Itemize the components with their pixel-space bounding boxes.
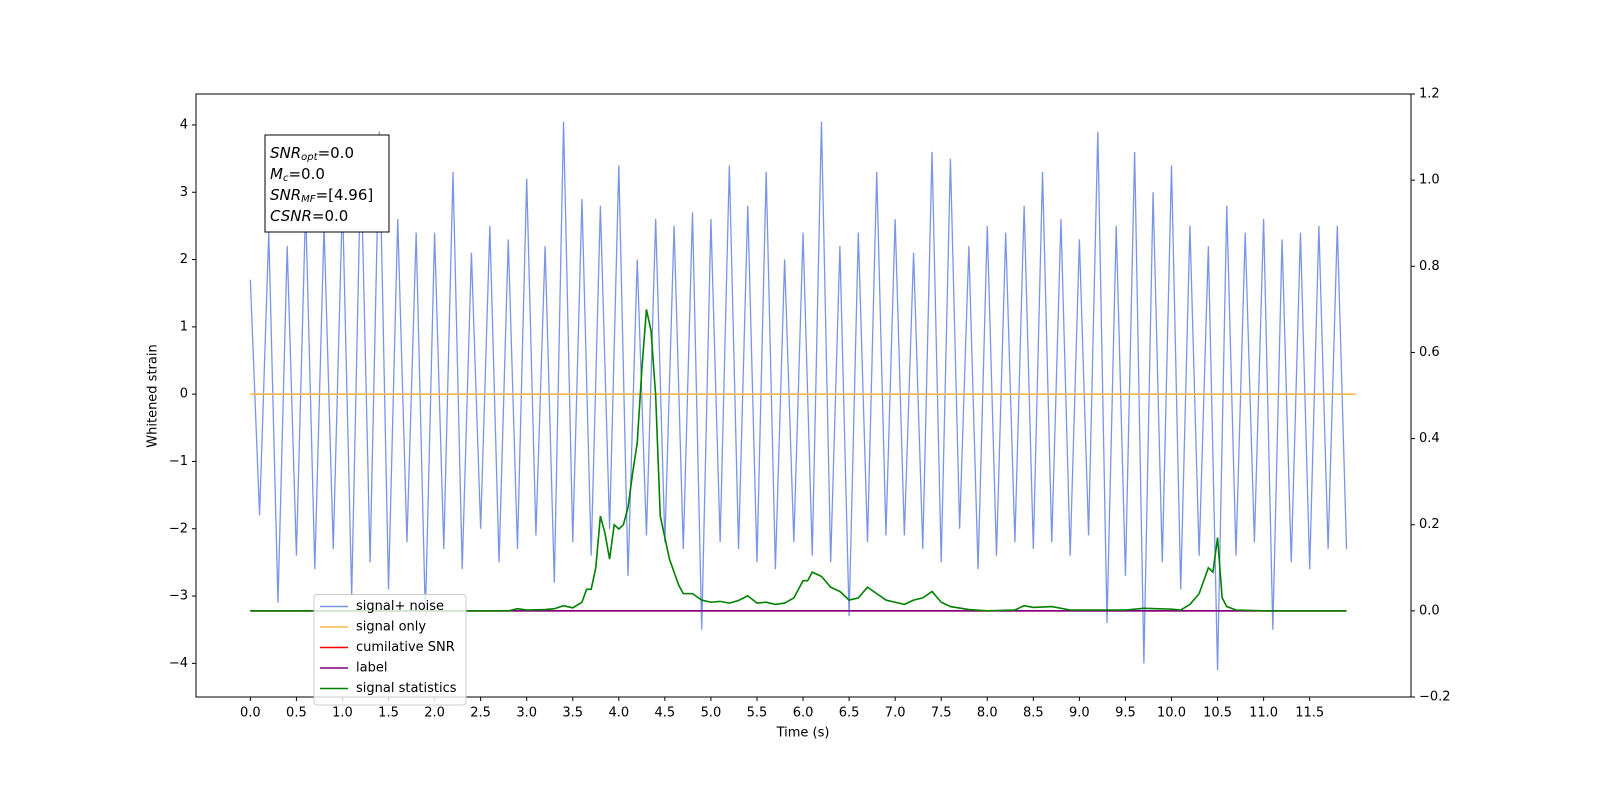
x-tick-label: 8.0 — [977, 706, 998, 721]
x-tick-label: 1.0 — [332, 706, 353, 721]
annotation-subscript: opt — [301, 152, 318, 163]
x-tick-label: 2.5 — [470, 706, 491, 721]
x-tick-label: 0.0 — [240, 706, 261, 721]
y-tick-label: −2 — [169, 521, 188, 536]
x-tick-label: 9.5 — [1115, 706, 1136, 721]
y2-tick-label: 0.0 — [1419, 603, 1440, 618]
x-tick-label: 7.5 — [931, 706, 952, 721]
annotation-symbol: SNR — [270, 186, 301, 204]
y2-tick-label: 1.0 — [1419, 173, 1440, 188]
annotation-text: =0.0 — [312, 207, 348, 225]
x-tick-label: 6.5 — [839, 706, 860, 721]
y-tick-label: 0 — [180, 387, 188, 402]
x-tick-label: 2.0 — [424, 706, 445, 721]
x-tick-label: 5.5 — [747, 706, 768, 721]
plot-frame — [195, 93, 1412, 698]
x-tick-label: 4.0 — [608, 706, 629, 721]
x-tick-label: 11.5 — [1295, 706, 1324, 721]
x-tick-label: 6.0 — [793, 706, 814, 721]
x-tick-label: 3.0 — [516, 706, 537, 721]
annotation-text: =0.0 — [318, 144, 354, 162]
y2-tick-label: 0.6 — [1419, 345, 1440, 360]
y2-tick-label: 0.8 — [1419, 259, 1440, 274]
annotation-symbol: CSNR — [270, 207, 312, 225]
annotation-text: =0.0 — [288, 165, 324, 183]
annotation-line: Mc=0.0 — [270, 165, 325, 185]
annotation-line: SNRopt=0.0 — [270, 144, 354, 164]
legend-label: cumilative SNR — [356, 640, 455, 655]
x-tick-label: 11.0 — [1249, 706, 1278, 721]
legend: signal+ noise signal only cumilative SNR la… — [313, 594, 467, 706]
annotation-symbol: SNR — [270, 144, 301, 162]
legend-box — [313, 594, 467, 706]
x-tick-label: 5.0 — [701, 706, 722, 721]
x-tick-label: 10.0 — [1157, 706, 1186, 721]
y-tick-label: 2 — [180, 252, 188, 267]
legend-label: label — [356, 661, 387, 676]
annotation-subscript: MF — [301, 194, 316, 205]
y-tick-label: −1 — [169, 454, 188, 469]
y-tick-label: 1 — [180, 319, 188, 334]
x-tick-label: 8.5 — [1023, 706, 1044, 721]
y-tick-label: 3 — [180, 185, 188, 200]
annotation-line: SNRMF=[4.96] — [270, 186, 373, 206]
x-tick-label: 9.0 — [1069, 706, 1090, 721]
x-tick-label: 7.0 — [885, 706, 906, 721]
annotation-text: =[4.96] — [316, 186, 374, 204]
x-tick-label: 1.5 — [378, 706, 399, 721]
x-tick-label: 4.5 — [655, 706, 676, 721]
legend-label: signal statistics — [356, 681, 457, 696]
y-tick-label: −4 — [169, 656, 188, 671]
x-tick-label: 0.5 — [286, 706, 307, 721]
x-axis-label: Time (s) — [776, 726, 830, 741]
y2-tick-label: −0.2 — [1419, 690, 1451, 705]
x-tick-label: 10.5 — [1203, 706, 1232, 721]
y-tick-label: −3 — [169, 589, 188, 604]
x-tick-label: 3.5 — [562, 706, 583, 721]
series-line — [250, 309, 1347, 612]
annotation-subscript: c — [283, 173, 289, 184]
annotation-box — [264, 134, 390, 233]
legend-label: signal+ noise — [356, 599, 444, 614]
y-axis-label: Whitened strain — [146, 344, 161, 447]
annotation-symbol: M — [270, 165, 283, 183]
series-line — [249, 121, 1348, 671]
y-tick-label: 4 — [180, 117, 188, 132]
y2-tick-label: 0.2 — [1419, 517, 1440, 532]
y2-tick-label: 1.2 — [1419, 87, 1440, 102]
y2-tick-label: 0.4 — [1419, 431, 1440, 446]
legend-label: signal only — [356, 620, 426, 635]
annotation-line: CSNR=0.0 — [270, 207, 348, 225]
